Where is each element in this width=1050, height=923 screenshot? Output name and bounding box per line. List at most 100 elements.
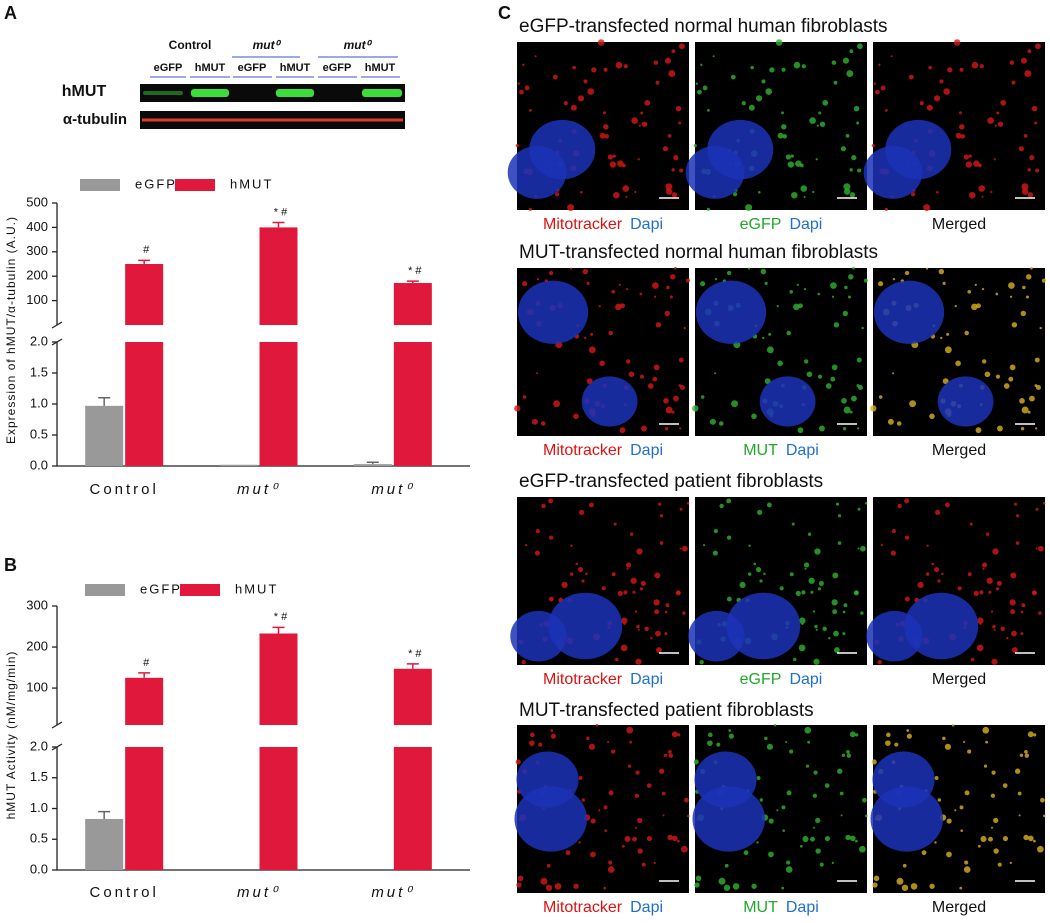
stain <box>652 282 659 289</box>
stain <box>880 85 886 91</box>
stain <box>851 155 857 161</box>
stain <box>617 590 623 596</box>
stain <box>679 385 685 391</box>
stain <box>942 281 946 285</box>
stain <box>745 204 753 212</box>
micrograph <box>510 497 690 665</box>
stain <box>588 502 594 508</box>
stain <box>590 818 596 824</box>
stain <box>640 425 647 432</box>
stain <box>839 791 844 796</box>
stain <box>817 587 822 591</box>
stain <box>685 278 690 283</box>
stain <box>673 155 679 161</box>
stain <box>578 841 581 844</box>
caption-word: Dapi <box>786 442 819 459</box>
stain <box>1003 383 1010 389</box>
stain <box>979 590 984 595</box>
stain <box>586 378 593 385</box>
caption-word: Dapi <box>630 216 663 233</box>
stain <box>517 875 524 882</box>
stain <box>615 303 622 311</box>
stain <box>842 427 847 431</box>
stain <box>1031 590 1037 596</box>
stain <box>873 82 876 85</box>
stain <box>531 418 538 425</box>
stain <box>730 74 736 80</box>
stain <box>619 427 626 434</box>
bar <box>125 342 164 466</box>
stain <box>988 590 992 594</box>
stain <box>678 121 682 125</box>
stain <box>515 144 519 148</box>
blot-lane-label: eGFP <box>238 62 267 74</box>
y-tick-label: 100 <box>26 680 48 695</box>
stain <box>655 647 662 654</box>
stain <box>980 835 987 842</box>
stain <box>591 67 597 73</box>
stain <box>904 535 910 540</box>
stain <box>828 636 831 640</box>
stain <box>934 841 937 844</box>
stain <box>615 657 619 662</box>
stain <box>904 596 910 602</box>
stain <box>588 743 596 750</box>
stain <box>894 742 899 747</box>
y-tick-label: 1.5 <box>30 364 48 379</box>
stain <box>974 283 977 286</box>
stain <box>664 310 670 317</box>
stain <box>617 160 624 167</box>
stain <box>757 509 763 515</box>
stain <box>993 158 996 161</box>
stain <box>570 544 573 547</box>
stain <box>670 274 676 280</box>
stain <box>639 374 645 379</box>
stain <box>759 798 763 802</box>
stain <box>522 395 527 399</box>
stain <box>833 630 839 637</box>
stain <box>1038 545 1044 552</box>
stain <box>991 658 998 665</box>
stain <box>552 74 558 80</box>
stain <box>655 322 662 328</box>
stain <box>659 541 664 545</box>
y-tick-label: 500 <box>26 194 48 209</box>
caption-word: Merged <box>932 671 986 688</box>
nucleus <box>707 119 774 180</box>
stain <box>641 862 646 867</box>
stain <box>816 124 819 127</box>
stain <box>706 108 710 112</box>
stain <box>997 862 1002 867</box>
stain <box>1015 541 1020 545</box>
stain <box>1009 295 1013 298</box>
stain <box>1021 406 1029 414</box>
stain <box>844 285 848 290</box>
stain <box>714 372 717 375</box>
nucleus <box>872 751 935 808</box>
stain <box>793 657 797 662</box>
stain <box>1008 376 1014 382</box>
bar <box>393 668 432 725</box>
blot-lane-label: hMUT <box>195 62 226 74</box>
stain <box>878 281 884 287</box>
stain <box>796 283 799 286</box>
stain <box>604 134 610 139</box>
bar <box>259 633 298 725</box>
stain <box>803 195 806 198</box>
stain <box>841 753 846 757</box>
bar <box>85 405 124 466</box>
stain <box>890 550 896 556</box>
stain <box>845 834 851 841</box>
caption-word: eGFP <box>740 671 782 688</box>
stain <box>570 267 573 270</box>
stain <box>981 287 985 291</box>
x-tick-label: Control <box>89 884 158 901</box>
stain <box>519 89 524 95</box>
y-tick-label: 300 <box>26 243 48 258</box>
stain <box>842 610 846 614</box>
stain <box>921 850 927 856</box>
stain <box>756 841 759 844</box>
stain <box>791 191 798 199</box>
blot-group: mut⁰ <box>344 38 373 52</box>
x-tick-label: mut⁰ <box>371 481 414 498</box>
